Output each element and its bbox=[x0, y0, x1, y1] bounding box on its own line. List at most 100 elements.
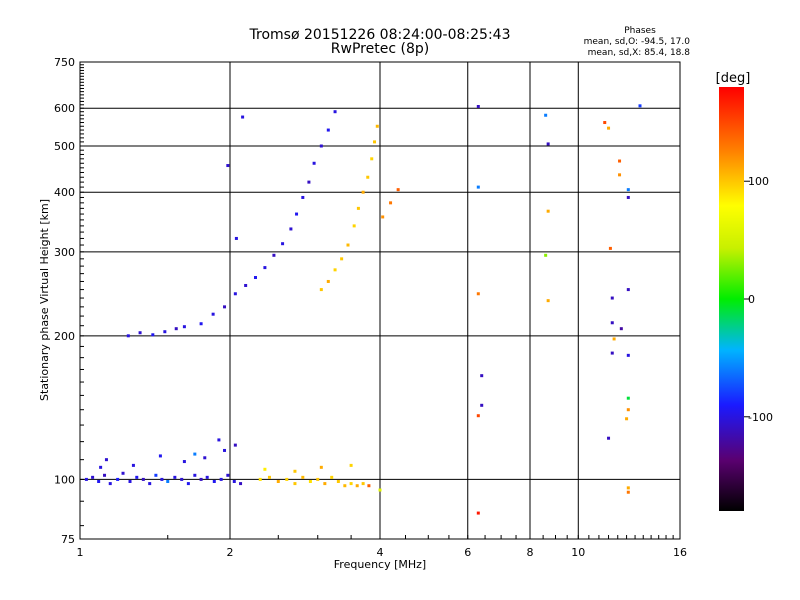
data-point bbox=[295, 212, 299, 216]
data-point bbox=[301, 475, 305, 479]
data-point bbox=[174, 327, 178, 331]
data-point bbox=[626, 408, 630, 412]
data-point bbox=[307, 180, 311, 184]
data-point bbox=[103, 473, 107, 477]
data-point bbox=[182, 325, 186, 329]
data-point bbox=[349, 463, 353, 467]
data-point bbox=[330, 475, 334, 479]
y-tick-label: 200 bbox=[54, 330, 75, 343]
data-point bbox=[253, 276, 257, 280]
data-point bbox=[241, 115, 245, 119]
x-tick-label: 4 bbox=[377, 546, 384, 559]
data-point bbox=[349, 482, 353, 486]
data-point bbox=[239, 482, 243, 486]
data-point bbox=[289, 227, 293, 231]
phases-header: Phases bbox=[624, 26, 656, 36]
data-point bbox=[308, 479, 312, 483]
data-point bbox=[182, 460, 186, 464]
data-point bbox=[370, 157, 374, 161]
data-point bbox=[378, 488, 382, 492]
data-point bbox=[126, 334, 130, 338]
data-point bbox=[333, 110, 337, 114]
data-point bbox=[186, 482, 190, 486]
x-tick-label: 10 bbox=[571, 546, 585, 559]
chart-subtitle: RwPretec (8p) bbox=[331, 41, 429, 57]
data-point bbox=[205, 475, 209, 479]
data-point bbox=[607, 436, 611, 440]
data-point bbox=[217, 438, 221, 442]
data-point bbox=[546, 209, 550, 213]
data-point bbox=[619, 327, 623, 331]
data-point bbox=[626, 490, 630, 494]
data-point bbox=[319, 465, 323, 469]
data-point bbox=[91, 475, 95, 479]
data-points bbox=[84, 104, 642, 515]
data-point bbox=[608, 246, 612, 250]
data-point bbox=[476, 185, 480, 189]
data-point bbox=[244, 283, 248, 287]
data-point bbox=[480, 403, 484, 407]
data-point bbox=[366, 175, 370, 179]
data-point bbox=[199, 477, 203, 481]
data-point bbox=[626, 288, 630, 292]
data-point bbox=[361, 190, 365, 194]
data-point bbox=[618, 159, 622, 163]
grid-lines bbox=[80, 62, 680, 539]
data-point bbox=[258, 477, 262, 481]
data-point bbox=[128, 479, 132, 483]
data-point bbox=[396, 188, 400, 192]
data-point bbox=[219, 477, 223, 481]
data-point bbox=[638, 104, 642, 108]
data-point bbox=[333, 268, 337, 272]
y-axis-ticks: 75 100 200 300 400 500 600 750 bbox=[54, 56, 84, 546]
data-point bbox=[323, 482, 327, 486]
data-point bbox=[476, 511, 480, 515]
data-point bbox=[281, 242, 285, 246]
data-point bbox=[135, 475, 139, 479]
data-point bbox=[612, 337, 616, 341]
data-point bbox=[211, 312, 215, 316]
data-point bbox=[158, 454, 162, 458]
data-point bbox=[476, 414, 480, 418]
data-point bbox=[480, 374, 484, 378]
x-tick-label: 8 bbox=[527, 546, 534, 559]
data-point bbox=[626, 396, 630, 400]
data-point bbox=[610, 351, 614, 355]
data-point bbox=[367, 484, 371, 488]
data-point bbox=[263, 467, 267, 471]
data-point bbox=[389, 201, 393, 205]
y-tick-label: 400 bbox=[54, 186, 75, 199]
data-point bbox=[356, 206, 360, 210]
colorbar-tick-label: -100 bbox=[748, 411, 773, 424]
data-point bbox=[618, 173, 622, 177]
data-point bbox=[476, 292, 480, 296]
colorbar bbox=[719, 87, 744, 511]
data-point bbox=[352, 224, 356, 228]
data-point bbox=[336, 479, 340, 483]
data-point bbox=[301, 195, 305, 199]
data-point bbox=[544, 113, 548, 117]
x-tick-label: 16 bbox=[673, 546, 687, 559]
data-point bbox=[375, 124, 379, 128]
data-point bbox=[108, 482, 112, 486]
data-point bbox=[343, 484, 347, 488]
data-point bbox=[381, 215, 385, 219]
data-point bbox=[223, 448, 227, 452]
x-tick-label: 1 bbox=[77, 546, 84, 559]
data-point bbox=[626, 195, 630, 199]
y-tick-label: 500 bbox=[54, 140, 75, 153]
y-tick-label: 75 bbox=[61, 533, 75, 546]
data-point bbox=[154, 473, 158, 477]
y-axis-label: Stationary phase Virtual Height [km] bbox=[38, 199, 51, 401]
data-point bbox=[84, 477, 88, 481]
data-point bbox=[319, 144, 323, 148]
data-point bbox=[267, 475, 271, 479]
data-point bbox=[226, 164, 230, 168]
x-tick-label: 6 bbox=[464, 546, 471, 559]
chart-title: Tromsø 20151226 08:24:00-08:25:43 bbox=[249, 27, 511, 43]
data-point bbox=[212, 479, 216, 483]
data-point bbox=[166, 479, 170, 483]
data-point bbox=[610, 321, 614, 325]
data-point bbox=[116, 477, 120, 481]
